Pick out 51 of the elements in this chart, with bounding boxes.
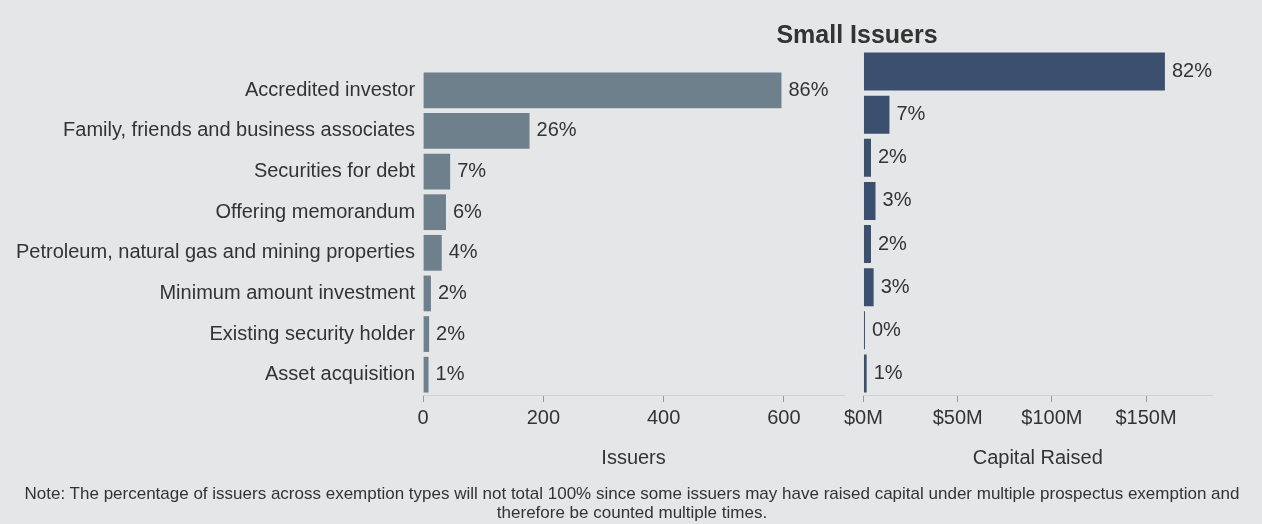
x-tick-label: $100M (1021, 405, 1083, 428)
annotation: 6% (452, 199, 483, 222)
y-tick-label: Securities for debt (253, 159, 416, 182)
bar (863, 138, 871, 177)
x-tick-label: 0 (417, 405, 429, 428)
x-tick-label: $150M (1115, 405, 1177, 428)
x-axis-title: Issuers (601, 445, 666, 468)
annotation: 1% (873, 360, 903, 383)
x-tick-label: 600 (767, 405, 801, 428)
y-tick-label: Accredited investor (245, 77, 416, 100)
y-tick-label: Minimum amount investment (159, 280, 416, 303)
annotation: 1% (435, 362, 465, 385)
y-tick-label: Asset acquisition (265, 362, 416, 385)
x-tick-label: 400 (646, 405, 681, 428)
annotation: 2% (436, 321, 466, 344)
chart-title: Small Issuers (775, 20, 939, 49)
y-tick-label: Existing security holder (209, 321, 416, 344)
annotation: 2% (877, 145, 908, 168)
y-tick-label: Petroleum, natural gas and mining properties (15, 240, 416, 263)
bar (863, 268, 874, 307)
annotation: 3% (880, 274, 910, 297)
bar (423, 153, 451, 190)
bar (863, 52, 1165, 91)
y-tick-label: Offering memorandum (215, 199, 416, 222)
y-tick-label: Family, friends and business associates (63, 118, 416, 141)
bar (423, 234, 442, 271)
annotation: 0% (871, 317, 902, 340)
annotation: 2% (877, 231, 908, 254)
bar (423, 72, 782, 109)
bar (863, 95, 890, 134)
bar (863, 225, 871, 264)
annotation: 26% (536, 118, 577, 141)
bar (423, 316, 430, 352)
bar (863, 354, 867, 393)
x-tick-label: $50M (932, 405, 983, 428)
annotation: 86% (788, 77, 829, 100)
text: Note: The percentage of issuers across exemption types will not total 100% since some issuers may have raised capital under multiple prospectus exemption and therefore be counted multiple times. (23, 484, 1241, 522)
annotation: 82% (1171, 59, 1213, 82)
annotation: 4% (448, 240, 478, 263)
annotation: 7% (457, 159, 487, 182)
x-tick-label: 200 (526, 405, 561, 428)
x-tick-label: $0M (844, 405, 883, 428)
bar (423, 275, 431, 312)
x-axis-title: Capital Raised (972, 445, 1103, 468)
bar (423, 194, 446, 231)
bar (863, 181, 876, 220)
annotation: 7% (896, 102, 926, 125)
annotation: 2% (437, 280, 468, 303)
annotation: 3% (882, 188, 912, 211)
bar (423, 113, 530, 149)
bar (423, 356, 429, 393)
